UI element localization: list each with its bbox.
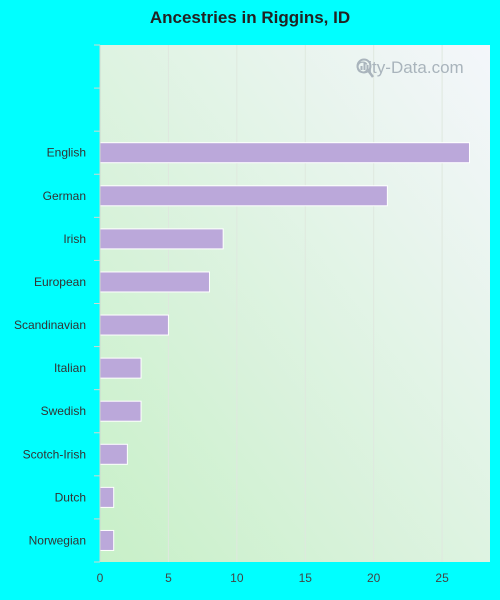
grid-lines [167, 45, 443, 562]
category-labels: English German Irish European Scandinavian It… [14, 44, 100, 563]
x-tick-label: 25 [435, 571, 449, 585]
bars-group [99, 142, 470, 551]
x-tick-label: 10 [230, 571, 244, 585]
x-tick-label: 5 [165, 571, 172, 585]
watermark: City-Data.com [356, 58, 464, 78]
bar [99, 185, 388, 207]
x-axis-ticks: 0 5 10 15 20 25 [97, 571, 449, 585]
category-label: English [47, 146, 86, 160]
category-label: Scandinavian [14, 318, 86, 332]
watermark-text: City-Data.com [356, 58, 464, 77]
magnifier-chart-icon [356, 58, 374, 78]
bar [99, 357, 142, 379]
bar [99, 443, 128, 465]
bar [99, 529, 115, 551]
category-label: German [43, 189, 86, 203]
category-label: Swedish [41, 404, 86, 418]
bar [99, 400, 142, 422]
category-label: Dutch [55, 490, 86, 504]
x-tick-label: 20 [367, 571, 381, 585]
x-tick-label: 0 [97, 571, 104, 585]
bar [99, 486, 115, 508]
bar [99, 271, 210, 293]
category-label: Scotch-Irish [23, 447, 86, 461]
chart-title: Ancestries in Riggins, ID [149, 8, 351, 27]
bar [99, 142, 470, 164]
category-label: European [34, 275, 86, 289]
bar [99, 228, 224, 250]
category-label: Irish [63, 232, 86, 246]
category-label: Norwegian [29, 533, 86, 547]
plot-area [100, 45, 490, 562]
category-label: Italian [54, 361, 86, 375]
bar [99, 314, 169, 336]
x-tick-label: 15 [299, 571, 313, 585]
